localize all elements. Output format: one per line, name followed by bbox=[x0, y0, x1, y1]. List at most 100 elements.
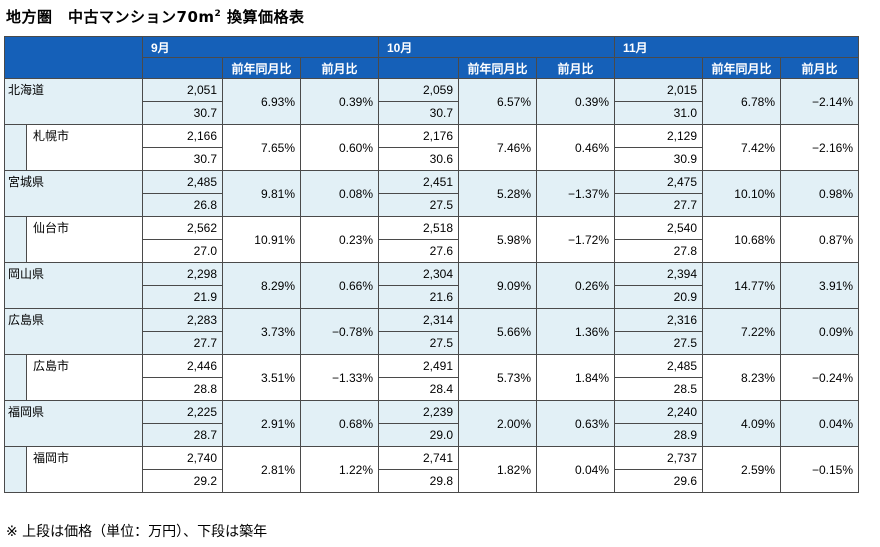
mom-cell: 0.23% bbox=[300, 216, 379, 263]
mom-cell: 1.36% bbox=[536, 308, 615, 355]
age-cell: 28.8 bbox=[142, 377, 223, 401]
mom-cell: 0.08% bbox=[300, 170, 379, 217]
yoy-cell: 7.46% bbox=[458, 124, 537, 171]
age-cell: 28.9 bbox=[614, 423, 703, 447]
yoy-cell: 6.57% bbox=[458, 78, 537, 125]
mom-cell: −1.33% bbox=[300, 354, 379, 401]
title-superscript: 2 bbox=[214, 9, 222, 19]
age-cell: 29.2 bbox=[142, 469, 223, 493]
yoy-col-header: 前年同月比 bbox=[458, 57, 537, 79]
footnote: ※ 上段は価格（単位：万円）、下段は築年 bbox=[6, 524, 268, 540]
yoy-cell: 7.42% bbox=[702, 124, 781, 171]
mom-cell: −1.37% bbox=[536, 170, 615, 217]
price-cell: 2,740 bbox=[142, 446, 223, 470]
table-row: 札幌市 2,166 7.65% 0.60% 2,176 7.46% 0.46% 2,129 7.… bbox=[4, 124, 859, 171]
yoy-cell: 9.81% bbox=[222, 170, 301, 217]
price-cell: 2,451 bbox=[378, 170, 459, 194]
age-cell: 27.8 bbox=[614, 239, 703, 263]
city-label: 仙台市 bbox=[26, 216, 143, 263]
yoy-cell: 2.91% bbox=[222, 400, 301, 447]
city-label: 福岡市 bbox=[26, 446, 143, 493]
yoy-cell: 10.10% bbox=[702, 170, 781, 217]
table-row: 28.7 29.0 28.9 bbox=[5, 423, 859, 447]
mom-cell: 0.60% bbox=[300, 124, 379, 171]
indent-cell bbox=[4, 446, 27, 493]
yoy-cell: 1.82% bbox=[458, 446, 537, 493]
mom-cell: 1.22% bbox=[300, 446, 379, 493]
yoy-cell: 9.09% bbox=[458, 262, 537, 309]
title-main: 地方圏 中古マンション70m bbox=[6, 8, 215, 26]
age-cell: 26.8 bbox=[142, 193, 223, 217]
mom-cell: 1.84% bbox=[536, 354, 615, 401]
mom-cell: 0.87% bbox=[780, 216, 859, 263]
table-row: 27.7 27.5 27.5 bbox=[5, 331, 859, 355]
table-body: 北海道 2,051 6.93% 0.39% 2,059 6.57% 0.39% 2,015 6.… bbox=[4, 78, 859, 493]
price-cell: 2,741 bbox=[378, 446, 459, 470]
age-cell: 27.7 bbox=[142, 331, 223, 355]
yoy-cell: 6.78% bbox=[702, 78, 781, 125]
yoy-cell: 3.73% bbox=[222, 308, 301, 355]
age-cell: 30.6 bbox=[378, 147, 459, 171]
table-row: 30.7 30.7 31.0 bbox=[5, 101, 859, 125]
yoy-cell: 10.91% bbox=[222, 216, 301, 263]
mom-cell: 0.46% bbox=[536, 124, 615, 171]
age-cell: 30.7 bbox=[378, 101, 459, 125]
price-cell: 2,176 bbox=[378, 124, 459, 148]
age-cell: 29.8 bbox=[378, 469, 459, 493]
price-cell: 2,475 bbox=[614, 170, 703, 194]
yoy-col-header: 前年同月比 bbox=[222, 57, 301, 79]
price-cell: 2,051 bbox=[142, 78, 223, 102]
yoy-cell: 5.98% bbox=[458, 216, 537, 263]
age-cell: 29.6 bbox=[614, 469, 703, 493]
table-row: 北海道 2,051 6.93% 0.39% 2,059 6.57% 0.39% 2,015 6.… bbox=[4, 78, 859, 125]
mom-cell: 0.98% bbox=[780, 170, 859, 217]
table-row: 福岡県 2,225 2.91% 0.68% 2,239 2.00% 0.63% 2,240 4.… bbox=[4, 400, 859, 447]
price-cell: 2,225 bbox=[142, 400, 223, 424]
price-col-header bbox=[142, 57, 223, 79]
table-row: 広島県 2,283 3.73% −0.78% 2,314 5.66% 1.36% 2,316 7… bbox=[4, 308, 859, 355]
indent-cell bbox=[4, 216, 27, 263]
price-cell: 2,485 bbox=[614, 354, 703, 378]
yoy-cell: 5.66% bbox=[458, 308, 537, 355]
price-cell: 2,540 bbox=[614, 216, 703, 240]
table-row: 29.2 29.8 29.6 bbox=[5, 469, 859, 493]
yoy-cell: 6.93% bbox=[222, 78, 301, 125]
price-table: 9月 10月 11月 前年同月比 前月比 前年同月比 前月比 前年同月比 前月比… bbox=[4, 36, 859, 493]
prefecture-label: 広島県 bbox=[4, 308, 143, 355]
yoy-cell: 2.81% bbox=[222, 446, 301, 493]
price-cell: 2,283 bbox=[142, 308, 223, 332]
table-row: 26.8 27.5 27.7 bbox=[5, 193, 859, 217]
mom-col-header: 前月比 bbox=[300, 57, 379, 79]
mom-cell: 0.26% bbox=[536, 262, 615, 309]
mom-cell: −1.72% bbox=[536, 216, 615, 263]
mom-cell: 0.68% bbox=[300, 400, 379, 447]
month-header: 9月 bbox=[142, 36, 379, 58]
age-cell: 27.6 bbox=[378, 239, 459, 263]
price-cell: 2,562 bbox=[142, 216, 223, 240]
yoy-cell: 10.68% bbox=[702, 216, 781, 263]
age-cell: 27.5 bbox=[614, 331, 703, 355]
title-tail: 換算価格表 bbox=[221, 8, 305, 26]
yoy-cell: 5.73% bbox=[458, 354, 537, 401]
age-cell: 30.9 bbox=[614, 147, 703, 171]
price-cell: 2,129 bbox=[614, 124, 703, 148]
mom-cell: 0.66% bbox=[300, 262, 379, 309]
yoy-cell: 2.00% bbox=[458, 400, 537, 447]
mom-cell: 3.91% bbox=[780, 262, 859, 309]
price-cell: 2,485 bbox=[142, 170, 223, 194]
table-row: 岡山県 2,298 8.29% 0.66% 2,304 9.09% 0.26% 2,394 14… bbox=[4, 262, 859, 309]
corner-header bbox=[4, 36, 143, 79]
table-row: 30.7 30.6 30.9 bbox=[5, 147, 859, 171]
age-cell: 21.9 bbox=[142, 285, 223, 309]
mom-cell: 0.63% bbox=[536, 400, 615, 447]
price-col-header bbox=[378, 57, 459, 79]
indent-cell bbox=[4, 354, 27, 401]
price-cell: 2,518 bbox=[378, 216, 459, 240]
mom-cell: −0.78% bbox=[300, 308, 379, 355]
page-title: 地方圏 中古マンション70m2 換算価格表 bbox=[6, 6, 305, 27]
city-label: 札幌市 bbox=[26, 124, 143, 171]
age-cell: 27.0 bbox=[142, 239, 223, 263]
price-cell: 2,737 bbox=[614, 446, 703, 470]
yoy-cell: 3.51% bbox=[222, 354, 301, 401]
price-cell: 2,240 bbox=[614, 400, 703, 424]
